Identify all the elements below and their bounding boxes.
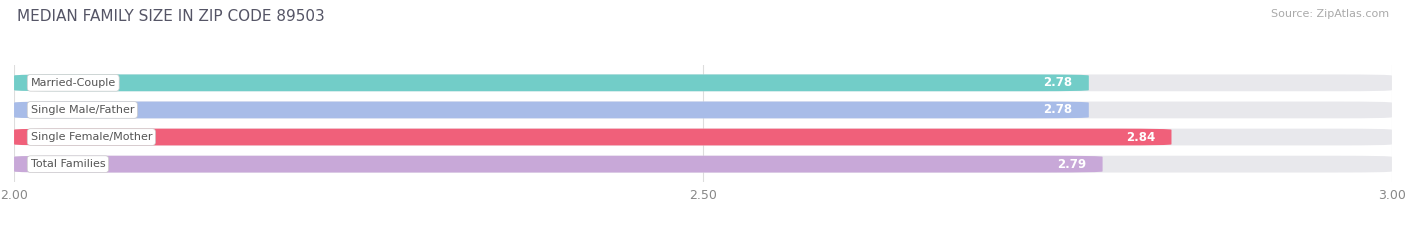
Text: 2.78: 2.78: [1043, 76, 1073, 89]
Text: 2.84: 2.84: [1126, 130, 1154, 144]
FancyBboxPatch shape: [14, 102, 1392, 118]
Text: Total Families: Total Families: [31, 159, 105, 169]
FancyBboxPatch shape: [14, 129, 1171, 145]
Text: 2.79: 2.79: [1057, 158, 1085, 171]
FancyBboxPatch shape: [14, 75, 1392, 91]
Text: Single Male/Father: Single Male/Father: [31, 105, 134, 115]
Text: 2.78: 2.78: [1043, 103, 1073, 116]
FancyBboxPatch shape: [14, 75, 1088, 91]
FancyBboxPatch shape: [14, 156, 1392, 172]
FancyBboxPatch shape: [14, 156, 1102, 172]
Text: MEDIAN FAMILY SIZE IN ZIP CODE 89503: MEDIAN FAMILY SIZE IN ZIP CODE 89503: [17, 9, 325, 24]
FancyBboxPatch shape: [14, 102, 1088, 118]
Text: Source: ZipAtlas.com: Source: ZipAtlas.com: [1271, 9, 1389, 19]
FancyBboxPatch shape: [14, 129, 1392, 145]
Text: Single Female/Mother: Single Female/Mother: [31, 132, 152, 142]
Text: Married-Couple: Married-Couple: [31, 78, 115, 88]
